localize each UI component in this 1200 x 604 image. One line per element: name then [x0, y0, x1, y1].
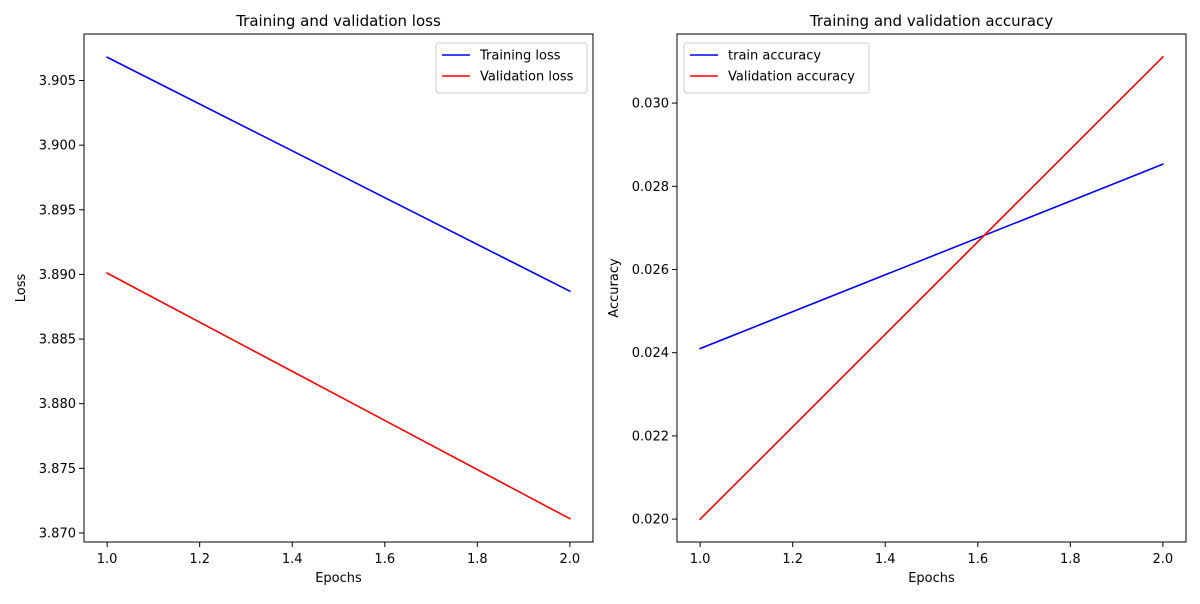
accuracy-x-ticks: 1.0 1.2 1.4 1.6 1.8 2.0 [690, 542, 1173, 567]
accuracy-x-tick-label: 1.6 [967, 552, 988, 567]
train-accuracy-line [699, 163, 1164, 350]
accuracy-x-tick-label: 1.4 [875, 552, 896, 567]
loss-y-tick-label: 3.905 [39, 74, 76, 89]
training-loss-legend-label: Training loss [479, 49, 561, 64]
loss-x-tick-label: 1.6 [374, 552, 395, 567]
loss-y-tick-label: 3.900 [39, 139, 76, 154]
loss-chart: 1.0 1.2 1.4 1.6 1.8 2.0 3.8703.8753.8803.8853… [14, 12, 594, 586]
loss-y-tick-label: 3.885 [39, 333, 76, 348]
loss-plot-lines [106, 56, 571, 520]
training-loss-line [106, 56, 571, 293]
loss-y-tick-label: 3.880 [39, 397, 76, 412]
loss-x-tick-label: 1.8 [467, 552, 488, 567]
loss-x-tick-label: 2.0 [560, 552, 581, 567]
loss-x-ticks: 1.0 1.2 1.4 1.6 1.8 2.0 [97, 542, 580, 567]
accuracy-y-ticks: 0.020 0.022 0.024 0.026 0.028 0.030 [632, 97, 677, 528]
loss-y-tick-label: 3.890 [39, 268, 76, 283]
accuracy-chart: 1.0 1.2 1.4 1.6 1.8 2.0 0.0200.0220.0240.0260… [607, 12, 1187, 586]
accuracy-legend: train accuracy Validation accuracy [683, 42, 870, 94]
accuracy-x-tick-label: 1.2 [782, 552, 803, 567]
accuracy-y-tick-label: 0.030 [632, 97, 669, 112]
loss-legend-box [435, 42, 588, 94]
validation-loss-legend-label: Validation loss [480, 70, 574, 85]
loss-x-axis-label: Epochs [315, 571, 362, 586]
loss-y-ticks: 3.870 3.875 3.880 3.885 3.890 3.895 3.900 3.905 [39, 74, 84, 541]
accuracy-y-tick-label: 0.024 [632, 346, 669, 361]
accuracy-y-tick-label: 0.028 [632, 180, 669, 195]
accuracy-x-tick-label: 1.8 [1060, 552, 1081, 567]
validation-accuracy-legend-label: Validation accuracy [728, 70, 855, 85]
validation-loss-line [106, 272, 571, 520]
loss-y-tick-label: 3.895 [39, 203, 76, 218]
loss-y-tick-label: 3.875 [39, 462, 76, 477]
loss-chart-title: Training and validation loss [235, 12, 441, 30]
accuracy-plot-frame [676, 33, 1187, 543]
accuracy-y-tick-label: 0.020 [632, 513, 669, 528]
accuracy-y-tick-label: 0.026 [632, 263, 669, 278]
loss-x-tick-label: 1.0 [97, 552, 118, 567]
loss-x-tick-label: 1.2 [189, 552, 210, 567]
train-accuracy-legend-label: train accuracy [728, 49, 821, 64]
accuracy-x-axis-label: Epochs [908, 571, 955, 586]
loss-x-tick-label: 1.4 [282, 552, 303, 567]
loss-legend: Training loss Validation loss [435, 42, 588, 94]
accuracy-chart-title: Training and validation accuracy [809, 12, 1053, 30]
accuracy-y-axis-label: Accuracy [607, 258, 622, 318]
accuracy-y-tick-label: 0.022 [632, 429, 669, 444]
loss-y-tick-label: 3.870 [39, 526, 76, 541]
loss-plot-frame [83, 33, 594, 543]
accuracy-x-tick-label: 2.0 [1153, 552, 1174, 567]
validation-accuracy-line [699, 55, 1164, 521]
loss-y-axis-label: Loss [14, 274, 29, 303]
accuracy-legend-box [683, 42, 870, 94]
accuracy-x-tick-label: 1.0 [690, 552, 711, 567]
accuracy-plot-lines [699, 55, 1164, 521]
